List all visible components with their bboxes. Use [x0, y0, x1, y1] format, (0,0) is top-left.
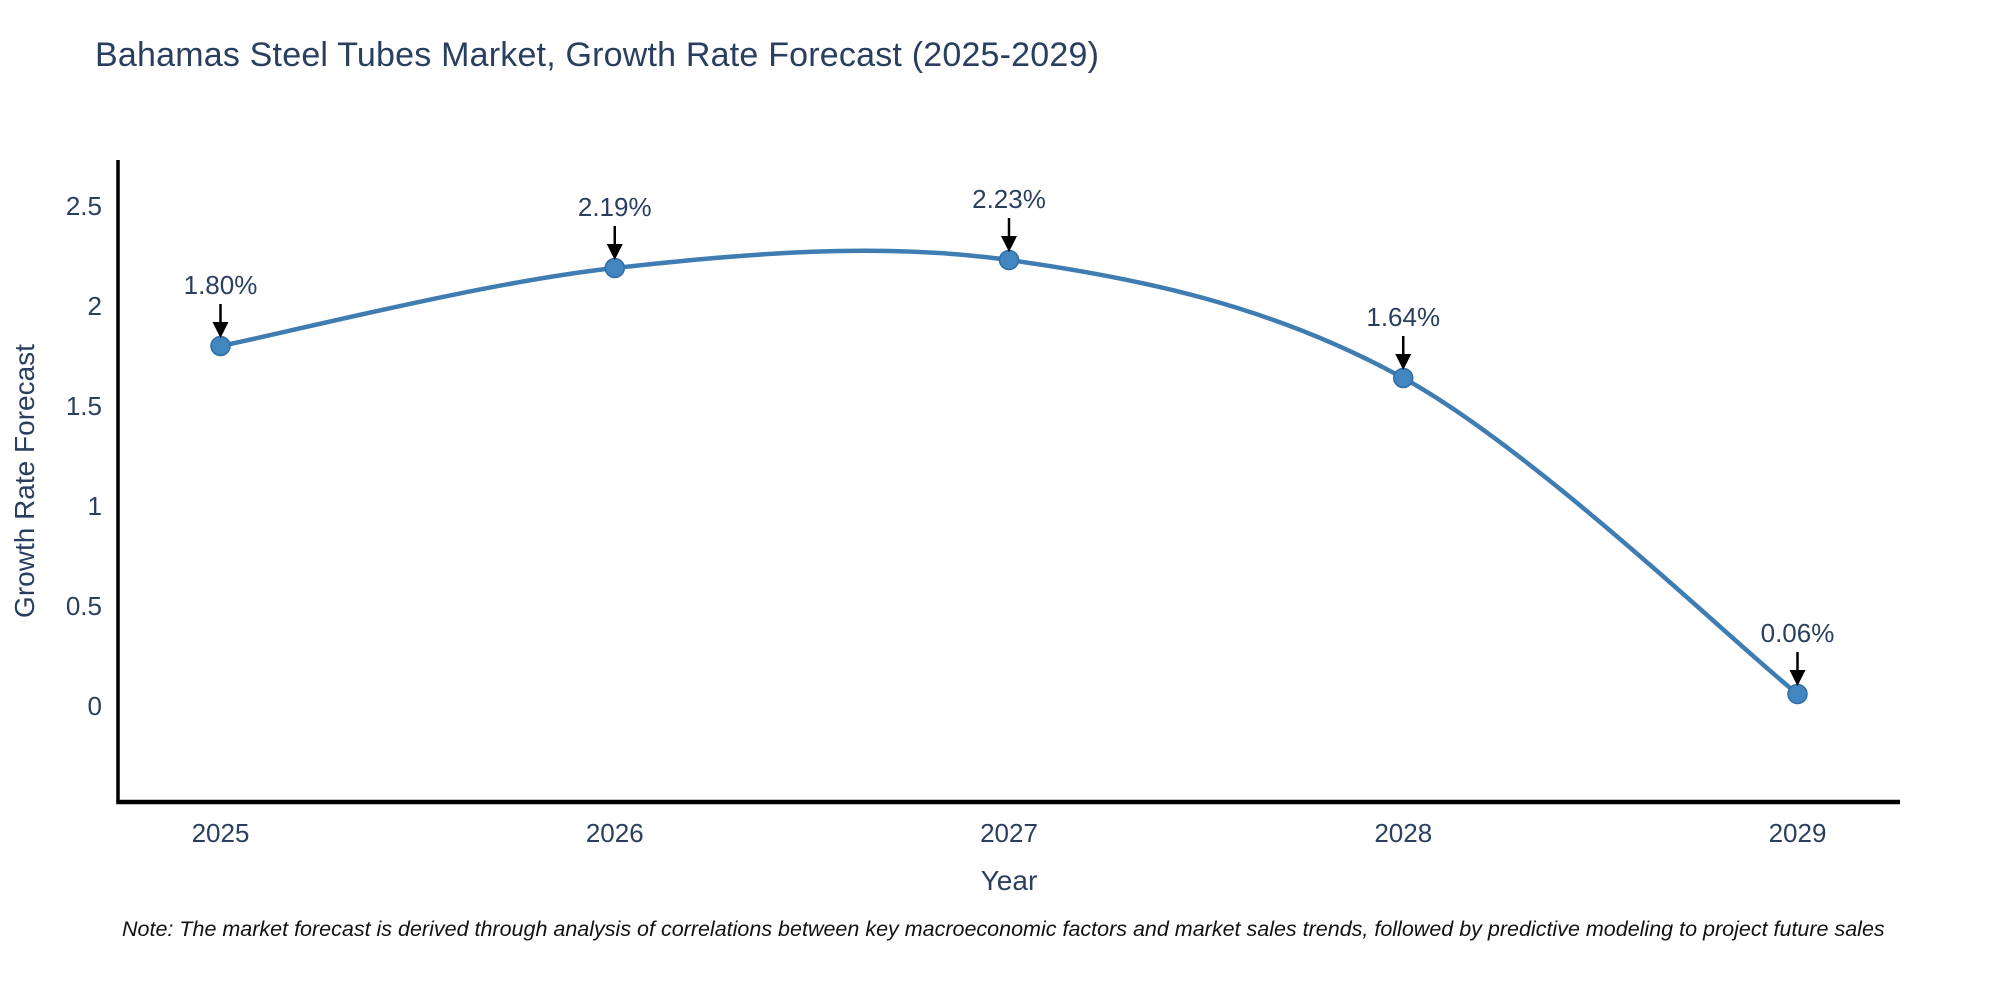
footnote: Note: The market forecast is derived thr…: [122, 917, 1885, 941]
data-point[interactable]: [210, 335, 231, 357]
annotation-arrowhead-icon: [1001, 236, 1017, 252]
chart-title: Bahamas Steel Tubes Market, Growth Rate …: [95, 36, 1100, 74]
annotation-arrowhead-icon: [606, 244, 623, 260]
y-tick-label: 1.5: [66, 391, 102, 421]
x-axis-title: Year: [981, 865, 1038, 896]
y-tick-label: 1: [88, 491, 102, 521]
x-tick-label: 2026: [586, 818, 644, 848]
data-point-label: 2.19%: [578, 192, 652, 222]
data-point-label: 0.06%: [1761, 618, 1835, 648]
y-axis-title: Growth Rate Forecast: [9, 344, 40, 618]
data-point[interactable]: [1392, 367, 1414, 389]
x-tick-label: 2025: [192, 818, 250, 848]
y-tick-label: 2: [88, 291, 102, 321]
data-point-label: 1.64%: [1366, 302, 1440, 332]
data-point-label: 2.23%: [972, 184, 1046, 214]
x-tick-label: 2028: [1374, 818, 1432, 848]
data-point-label: 1.80%: [184, 270, 258, 300]
annotation-arrowhead-icon: [1789, 670, 1806, 686]
data-point[interactable]: [998, 249, 1020, 271]
y-tick-label: 0.5: [66, 591, 102, 621]
x-tick-label: 2027: [980, 818, 1038, 848]
data-point[interactable]: [604, 257, 626, 279]
annotation-arrowhead-icon: [212, 322, 229, 338]
forecast-line: [218, 248, 1800, 697]
annotation-arrowhead-icon: [1395, 354, 1412, 370]
y-tick-label: 0: [88, 691, 102, 721]
y-tick-label: 2.5: [66, 191, 102, 221]
x-tick-label: 2029: [1769, 818, 1827, 848]
data-point[interactable]: [1787, 683, 1808, 705]
